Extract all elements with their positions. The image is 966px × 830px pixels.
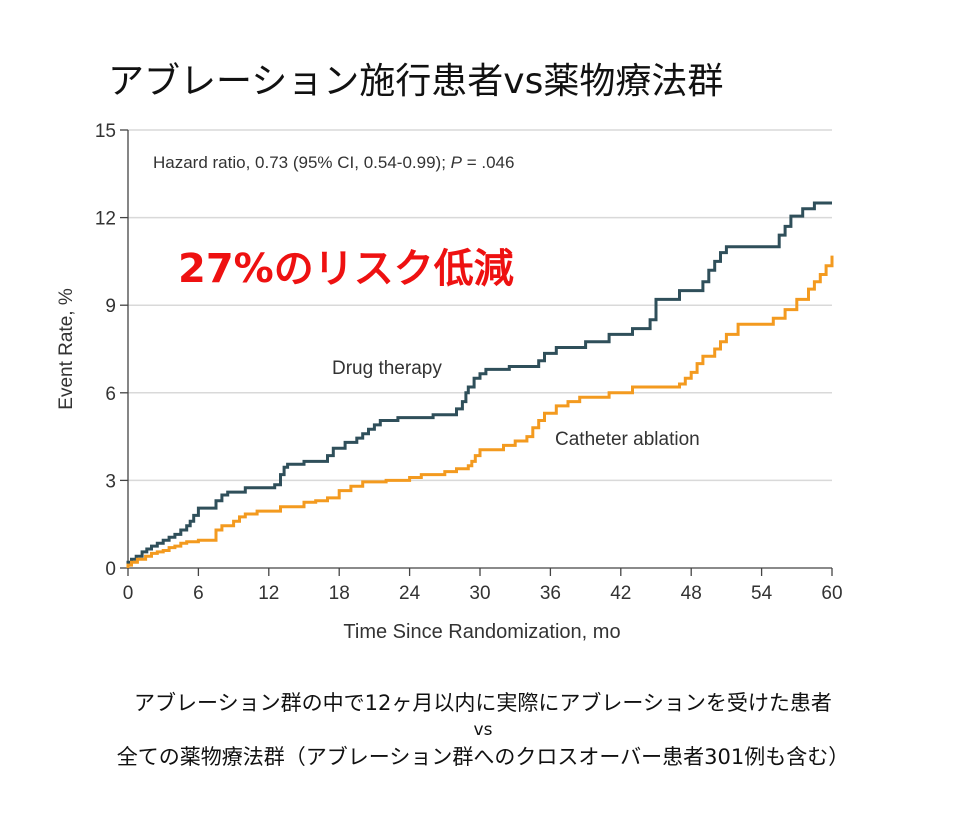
y-tick-label-12: 12 — [95, 209, 116, 230]
risk-reduction-annotation: 27%のリスク低減 — [178, 246, 514, 292]
x-tick-label-60: 60 — [821, 583, 842, 604]
x-tick-label-0: 0 — [123, 583, 134, 604]
caption-block: アブレーション群の中で12ヶ月以内に実際にアブレーションを受けた患者 vs 全て… — [0, 688, 966, 772]
x-tick-label-30: 30 — [469, 583, 490, 604]
x-tick-label-48: 48 — [681, 583, 702, 604]
x-tick-label-6: 6 — [193, 583, 204, 604]
x-tick-label-18: 18 — [329, 583, 350, 604]
y-tick-label-6: 6 — [105, 384, 116, 405]
caption-vs: vs — [473, 720, 493, 740]
x-tick-label-24: 24 — [399, 583, 421, 604]
series-line-drug-therapy — [126, 201, 832, 568]
x-tick-label-12: 12 — [258, 583, 279, 604]
chart-gridlines — [128, 129, 832, 482]
series-label-catheter-ablation: Catheter ablation — [555, 429, 700, 450]
x-tick-label-54: 54 — [751, 583, 773, 604]
hazard-ratio-annotation: Hazard ratio, 0.73 (95% CI, 0.54-0.99); … — [153, 153, 514, 172]
x-tick-label-42: 42 — [610, 583, 631, 604]
series-line-catheter-ablation — [126, 255, 834, 568]
x-axis-label: Time Since Randomization, mo — [343, 621, 620, 643]
chart-series — [126, 201, 834, 568]
x-tick-label-36: 36 — [540, 583, 561, 604]
x-ticks: 0 6 12 18 24 30 36 42 48 54 60 — [123, 568, 843, 604]
y-tick-label-9: 9 — [105, 296, 116, 317]
y-axis-label: Event Rate, % — [56, 288, 77, 410]
caption-line-2: 全ての薬物療法群（アブレーション群へのクロスオーバー患者301例も含む） — [116, 745, 850, 769]
y-tick-label-3: 3 — [105, 471, 116, 492]
caption-line-1: アブレーション群の中で12ヶ月以内に実際にアブレーションを受けた患者 — [134, 691, 832, 715]
page-title: アブレーション施行患者vs薬物療法群 — [108, 61, 724, 102]
y-tick-label-0: 0 — [105, 559, 116, 580]
y-ticks: 0 3 6 9 12 15 — [95, 121, 128, 580]
series-label-drug-therapy: Drug therapy — [332, 358, 442, 379]
y-tick-label-15: 15 — [95, 121, 116, 142]
